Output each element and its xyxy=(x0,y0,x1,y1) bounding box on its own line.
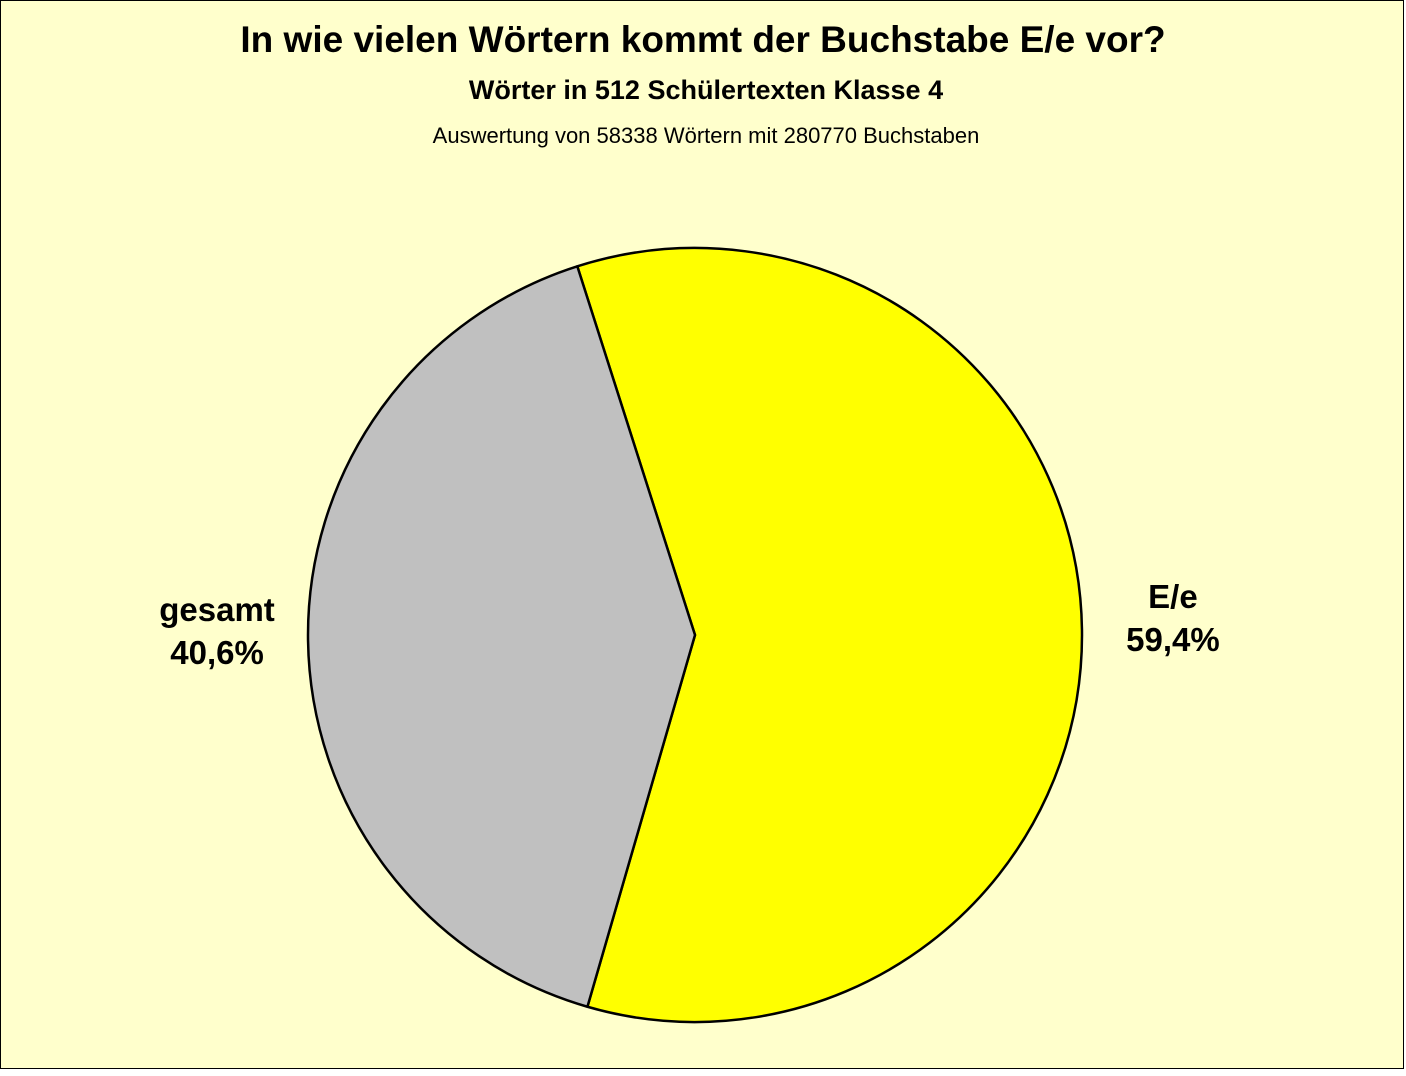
chart-caption: Auswertung von 58338 Wörtern mit 280770 … xyxy=(433,123,980,148)
chart-subtitle: Wörter in 512 Schülertexten Klasse 4 xyxy=(469,75,943,105)
slice-category-label: E/e xyxy=(1148,578,1198,615)
slice-value-label: 59,4% xyxy=(1126,621,1220,658)
chart-title: In wie vielen Wörtern kommt der Buchstab… xyxy=(240,19,1165,60)
slice-category-label: gesamt xyxy=(159,591,275,628)
pie-slice xyxy=(576,246,1084,1024)
slice-value-label: 40,6% xyxy=(170,634,264,671)
pie xyxy=(306,246,1084,1024)
pie-slice xyxy=(306,265,697,1008)
pie-labels: E/e 59,4% gesamt 40,6% xyxy=(159,578,1219,671)
